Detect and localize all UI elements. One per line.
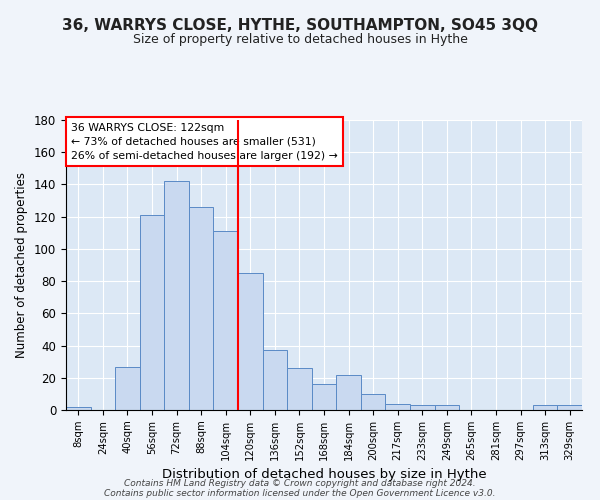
- Bar: [385, 404, 410, 410]
- Text: 36, WARRYS CLOSE, HYTHE, SOUTHAMPTON, SO45 3QQ: 36, WARRYS CLOSE, HYTHE, SOUTHAMPTON, SO…: [62, 18, 538, 32]
- Bar: [214, 231, 238, 410]
- Bar: [410, 405, 434, 410]
- Bar: [115, 366, 140, 410]
- Bar: [336, 374, 361, 410]
- Bar: [263, 350, 287, 410]
- Bar: [287, 368, 312, 410]
- Bar: [557, 405, 582, 410]
- Text: Size of property relative to detached houses in Hythe: Size of property relative to detached ho…: [133, 32, 467, 46]
- Bar: [66, 407, 91, 410]
- Y-axis label: Number of detached properties: Number of detached properties: [16, 172, 28, 358]
- Bar: [533, 405, 557, 410]
- Bar: [189, 207, 214, 410]
- Bar: [238, 273, 263, 410]
- Bar: [140, 215, 164, 410]
- Bar: [434, 405, 459, 410]
- X-axis label: Distribution of detached houses by size in Hythe: Distribution of detached houses by size …: [161, 468, 487, 481]
- Bar: [312, 384, 336, 410]
- Text: 36 WARRYS CLOSE: 122sqm
← 73% of detached houses are smaller (531)
26% of semi-d: 36 WARRYS CLOSE: 122sqm ← 73% of detache…: [71, 123, 338, 161]
- Text: Contains HM Land Registry data © Crown copyright and database right 2024.: Contains HM Land Registry data © Crown c…: [124, 478, 476, 488]
- Text: Contains public sector information licensed under the Open Government Licence v3: Contains public sector information licen…: [104, 488, 496, 498]
- Bar: [164, 181, 189, 410]
- Bar: [361, 394, 385, 410]
